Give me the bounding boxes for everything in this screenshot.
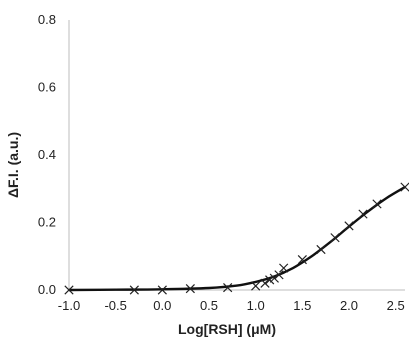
data-point-stroke [251,281,261,291]
data-point-stroke [64,285,74,295]
chart-tick-labels: 0.0 0.2 0.4 0.6 0.8 -1.0 -0.5 0.0 0.5 1.0 1.5 2.0 2.… [38,12,405,313]
y-tick-label: 0.2 [38,215,56,230]
chart-axes [68,20,405,291]
fit-curve [68,186,406,292]
data-point-stroke [344,221,354,231]
x-tick-label: 1.0 [247,298,265,313]
data-point-stroke [274,270,284,280]
x-tick-label: 0.5 [200,298,218,313]
data-point [223,283,233,293]
y-tick-label: 0.0 [38,282,56,297]
data-point [260,278,270,288]
y-tick-label: 0.4 [38,147,56,162]
data-point [251,281,261,291]
data-point-stroke [330,233,340,243]
data-point [157,285,167,295]
data-point [344,221,354,231]
data-point [185,284,195,294]
data-point-stroke [185,284,195,294]
data-point-stroke [260,278,270,288]
data-point-stroke [223,283,233,293]
fit-curve-group [68,186,406,292]
y-tick-label: 0.8 [38,12,56,27]
data-point [358,209,368,219]
data-point-stroke [372,199,382,209]
data-point [400,182,409,192]
data-point [297,255,307,265]
x-tick-label: 1.5 [293,298,311,313]
data-point [64,285,74,295]
data-point-stroke [358,209,368,219]
data-point-stroke [157,285,167,295]
data-point [279,263,289,273]
x-tick-label: 2.0 [340,298,358,313]
data-point-stroke [269,273,279,283]
data-point-stroke [129,285,139,295]
data-point [129,285,139,295]
y-tick-label: 0.6 [38,80,56,95]
x-tick-label: -0.5 [104,298,126,313]
data-point [316,244,326,255]
data-point-stroke [297,255,307,265]
x-tick-label: 0.0 [153,298,171,313]
data-point-stroke [279,263,289,273]
x-axis-label: Log[RSH] (μM) [178,321,276,337]
data-point [274,270,284,280]
y-axis-label: ΔF.I. (a.u.) [5,132,21,198]
x-tick-label: 2.5 [387,298,405,313]
x-tick-label: -1.0 [58,298,80,313]
data-point-stroke [400,182,409,192]
data-point [372,199,382,209]
data-point-stroke [316,244,326,255]
data-point [269,273,279,283]
data-point [330,233,340,243]
data-points-group [64,182,409,295]
